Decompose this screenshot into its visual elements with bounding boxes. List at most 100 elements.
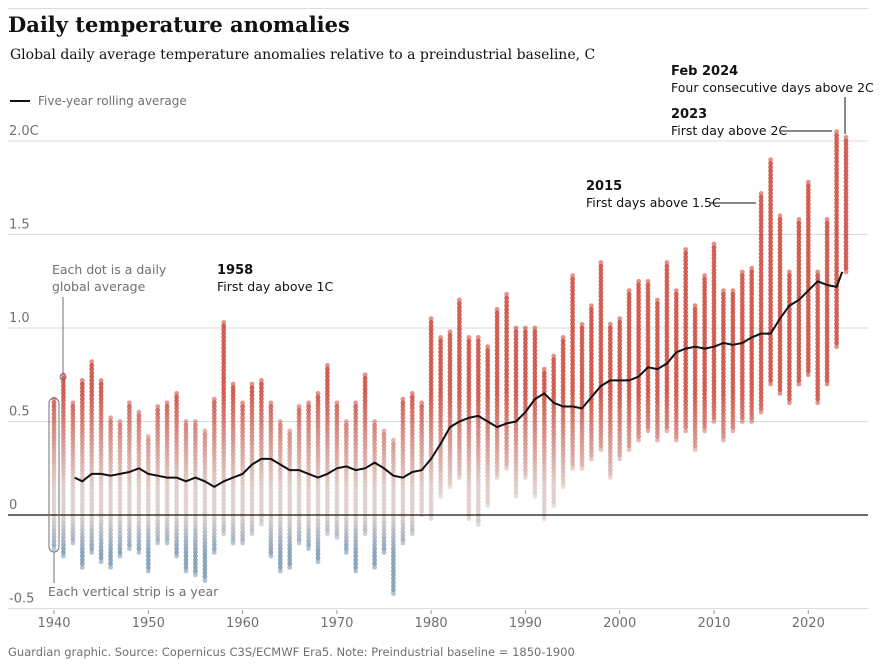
daily-dot: [645, 379, 651, 385]
daily-dot: [183, 501, 189, 507]
daily-dot: [108, 561, 113, 566]
daily-dot: [98, 403, 104, 409]
daily-dot: [117, 520, 123, 525]
daily-dot: [758, 273, 764, 279]
daily-dot: [551, 428, 557, 434]
daily-dot: [108, 550, 113, 555]
daily-dot: [325, 378, 330, 383]
daily-dot: [428, 342, 434, 347]
daily-dot: [739, 269, 745, 275]
daily-dot: [325, 366, 330, 372]
daily-dot: [391, 460, 396, 465]
daily-dot: [617, 456, 623, 462]
year-strip-1952: [164, 400, 170, 546]
daily-dot: [362, 424, 368, 429]
daily-dot: [108, 456, 113, 462]
daily-dot: [475, 346, 481, 351]
daily-dot: [551, 353, 557, 359]
daily-dot: [325, 527, 330, 533]
daily-dot: [749, 385, 755, 391]
daily-dot: [834, 189, 839, 195]
daily-dot: [730, 369, 736, 375]
daily-dot: [636, 397, 641, 402]
daily-dot: [457, 327, 462, 332]
daily-dot: [551, 368, 557, 374]
daily-dot: [249, 437, 255, 443]
daily-dot: [739, 359, 745, 365]
daily-dot: [391, 583, 396, 589]
daily-dot: [98, 503, 104, 509]
daily-dot: [796, 220, 802, 226]
daily-dot: [513, 325, 519, 331]
daily-dot: [193, 565, 198, 570]
daily-dot: [287, 483, 293, 489]
daily-dot: [98, 433, 104, 439]
daily-dot: [221, 323, 227, 329]
daily-dot: [466, 360, 472, 366]
daily-dot: [504, 424, 509, 430]
daily-dot: [570, 465, 575, 471]
daily-dot: [89, 464, 95, 469]
daily-dot: [504, 310, 509, 316]
daily-dot: [108, 478, 113, 484]
daily-dot: [438, 379, 443, 385]
daily-dot: [805, 331, 811, 337]
daily-dot: [655, 343, 660, 348]
daily-dot: [315, 469, 321, 475]
daily-dot: [343, 497, 349, 503]
year-strip-1999: [607, 321, 613, 480]
daily-dot: [739, 306, 745, 312]
daily-dot: [230, 455, 236, 461]
daily-dot: [730, 417, 736, 423]
daily-dot: [570, 439, 575, 445]
daily-dot: [145, 531, 151, 537]
daily-dot: [334, 437, 340, 443]
daily-dot: [824, 359, 830, 365]
daily-dot: [61, 420, 66, 426]
daily-dot: [391, 576, 396, 581]
daily-dot: [523, 404, 528, 409]
daily-dot: [730, 380, 736, 386]
daily-dot: [202, 510, 208, 516]
daily-dot: [202, 544, 208, 550]
daily-dot: [268, 505, 274, 510]
daily-dot: [306, 531, 311, 537]
daily-dot: [164, 422, 170, 428]
daily-dot: [79, 385, 85, 391]
daily-dot: [777, 265, 783, 270]
daily-dot: [353, 553, 359, 559]
daily-dot: [409, 446, 415, 452]
daily-dot: [89, 452, 95, 458]
daily-dot: [287, 432, 293, 437]
daily-dot: [89, 385, 95, 391]
daily-dot: [98, 437, 104, 442]
daily-dot: [51, 445, 57, 451]
year-strip-1991: [532, 325, 538, 499]
daily-dot: [664, 368, 670, 374]
daily-dot: [655, 335, 660, 341]
daily-dot: [372, 501, 377, 507]
daily-dot: [306, 464, 311, 469]
daily-dot: [655, 369, 660, 375]
daily-dot: [673, 333, 679, 338]
daily-dot: [372, 523, 377, 529]
daily-dot: [730, 410, 736, 415]
daily-dot: [409, 501, 415, 507]
daily-dot: [381, 546, 387, 552]
daily-dot: [61, 498, 66, 503]
daily-dot: [287, 561, 293, 567]
daily-dot: [447, 432, 453, 438]
daily-dot: [834, 253, 839, 259]
daily-dot: [494, 336, 500, 342]
daily-dot: [589, 363, 594, 368]
daily-dot: [249, 486, 255, 492]
daily-dot: [692, 336, 698, 342]
daily-dot: [457, 301, 462, 307]
daily-dot: [617, 412, 623, 417]
daily-dot: [683, 287, 689, 293]
daily-dot: [353, 516, 359, 522]
daily-dot: [136, 520, 142, 526]
daily-dot: [372, 449, 377, 454]
daily-dot: [428, 508, 434, 514]
daily-dot: [315, 495, 321, 501]
